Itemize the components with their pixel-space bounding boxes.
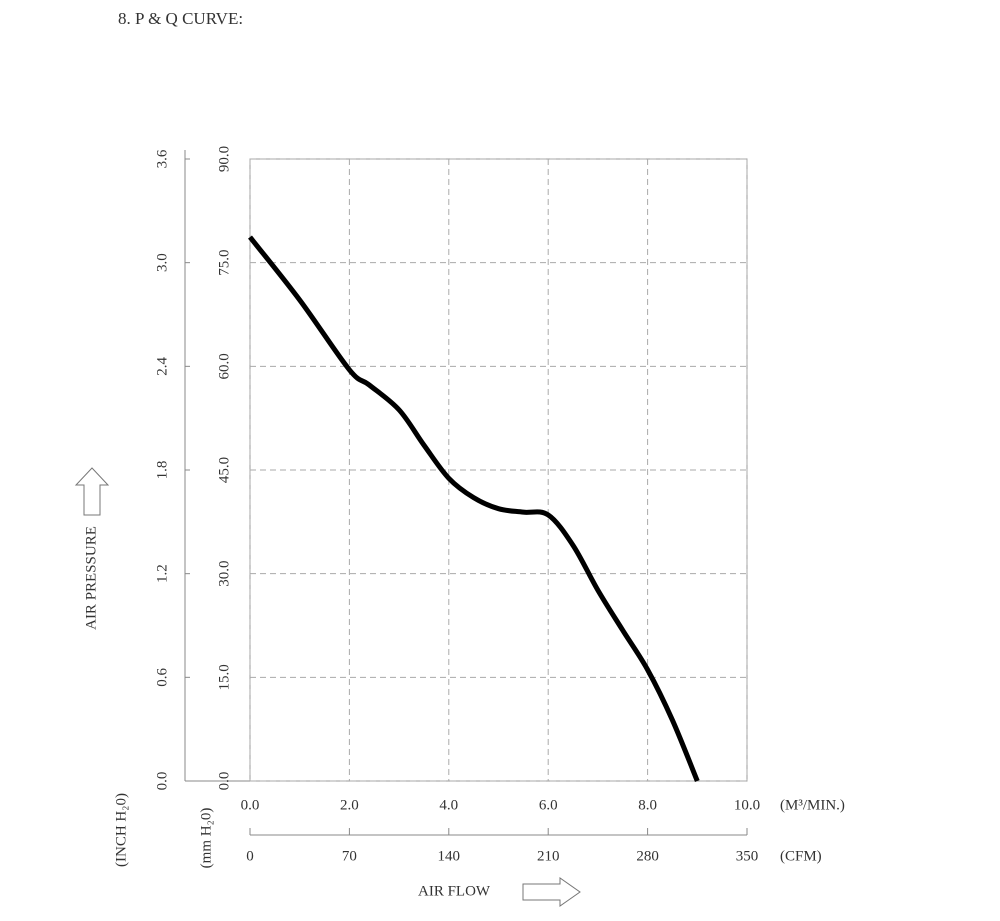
y-unit: (mm H₂0) xyxy=(198,808,214,869)
x-axis-title: AIR FLOW xyxy=(418,883,491,899)
x2-unit: (CFM) xyxy=(780,848,822,864)
y2-tick-label: 3.0 xyxy=(154,253,170,272)
y2-tick-label: 1.2 xyxy=(154,564,170,583)
x2-tick-label: 210 xyxy=(537,848,560,864)
y-axis-title: AIR PRESSURE xyxy=(83,526,99,630)
y2-unit: (INCH H₂0) xyxy=(113,793,129,867)
y2-tick-label: 1.8 xyxy=(154,461,170,480)
y-tick-label: 45.0 xyxy=(216,457,232,483)
y2-tick-label: 0.6 xyxy=(154,667,170,686)
x-tick-label: 8.0 xyxy=(638,797,657,813)
x2-tick-label: 140 xyxy=(438,848,461,864)
y2-tick-label: 3.6 xyxy=(154,149,170,168)
x2-tick-label: 280 xyxy=(636,848,659,864)
x-tick-label: 6.0 xyxy=(539,797,558,813)
right-arrow xyxy=(522,877,581,907)
y-tick-label: 90.0 xyxy=(216,146,232,172)
y2-tick-label: 2.4 xyxy=(154,356,170,375)
y-tick-label: 60.0 xyxy=(216,353,232,379)
y2-tick-label: 0.0 xyxy=(154,772,170,791)
x2-tick-label: 350 xyxy=(736,848,759,864)
x2-tick-label: 70 xyxy=(342,848,357,864)
y-tick-label: 0.0 xyxy=(216,772,232,791)
y-tick-label: 15.0 xyxy=(216,664,232,690)
chart-title: 8. P & Q CURVE: xyxy=(118,9,243,28)
y-tick-label: 30.0 xyxy=(216,561,232,587)
x-tick-label: 2.0 xyxy=(340,797,359,813)
x-unit: (M³/MIN.) xyxy=(780,797,845,813)
x2-tick-label: 0 xyxy=(246,848,254,864)
x-tick-label: 4.0 xyxy=(439,797,458,813)
y-tick-label: 75.0 xyxy=(216,250,232,276)
x-tick-label: 0.0 xyxy=(241,797,260,813)
x-tick-label: 10.0 xyxy=(734,797,760,813)
up-arrow xyxy=(74,467,110,516)
pq-curve xyxy=(248,235,700,782)
